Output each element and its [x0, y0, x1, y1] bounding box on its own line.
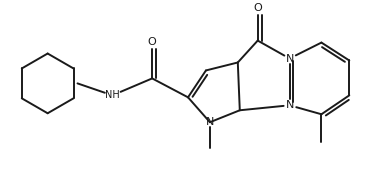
Text: N: N	[206, 117, 214, 127]
Text: O: O	[148, 37, 157, 47]
Text: NH: NH	[105, 90, 120, 100]
Text: N: N	[285, 54, 294, 63]
Text: N: N	[285, 100, 294, 110]
Text: O: O	[253, 3, 262, 13]
